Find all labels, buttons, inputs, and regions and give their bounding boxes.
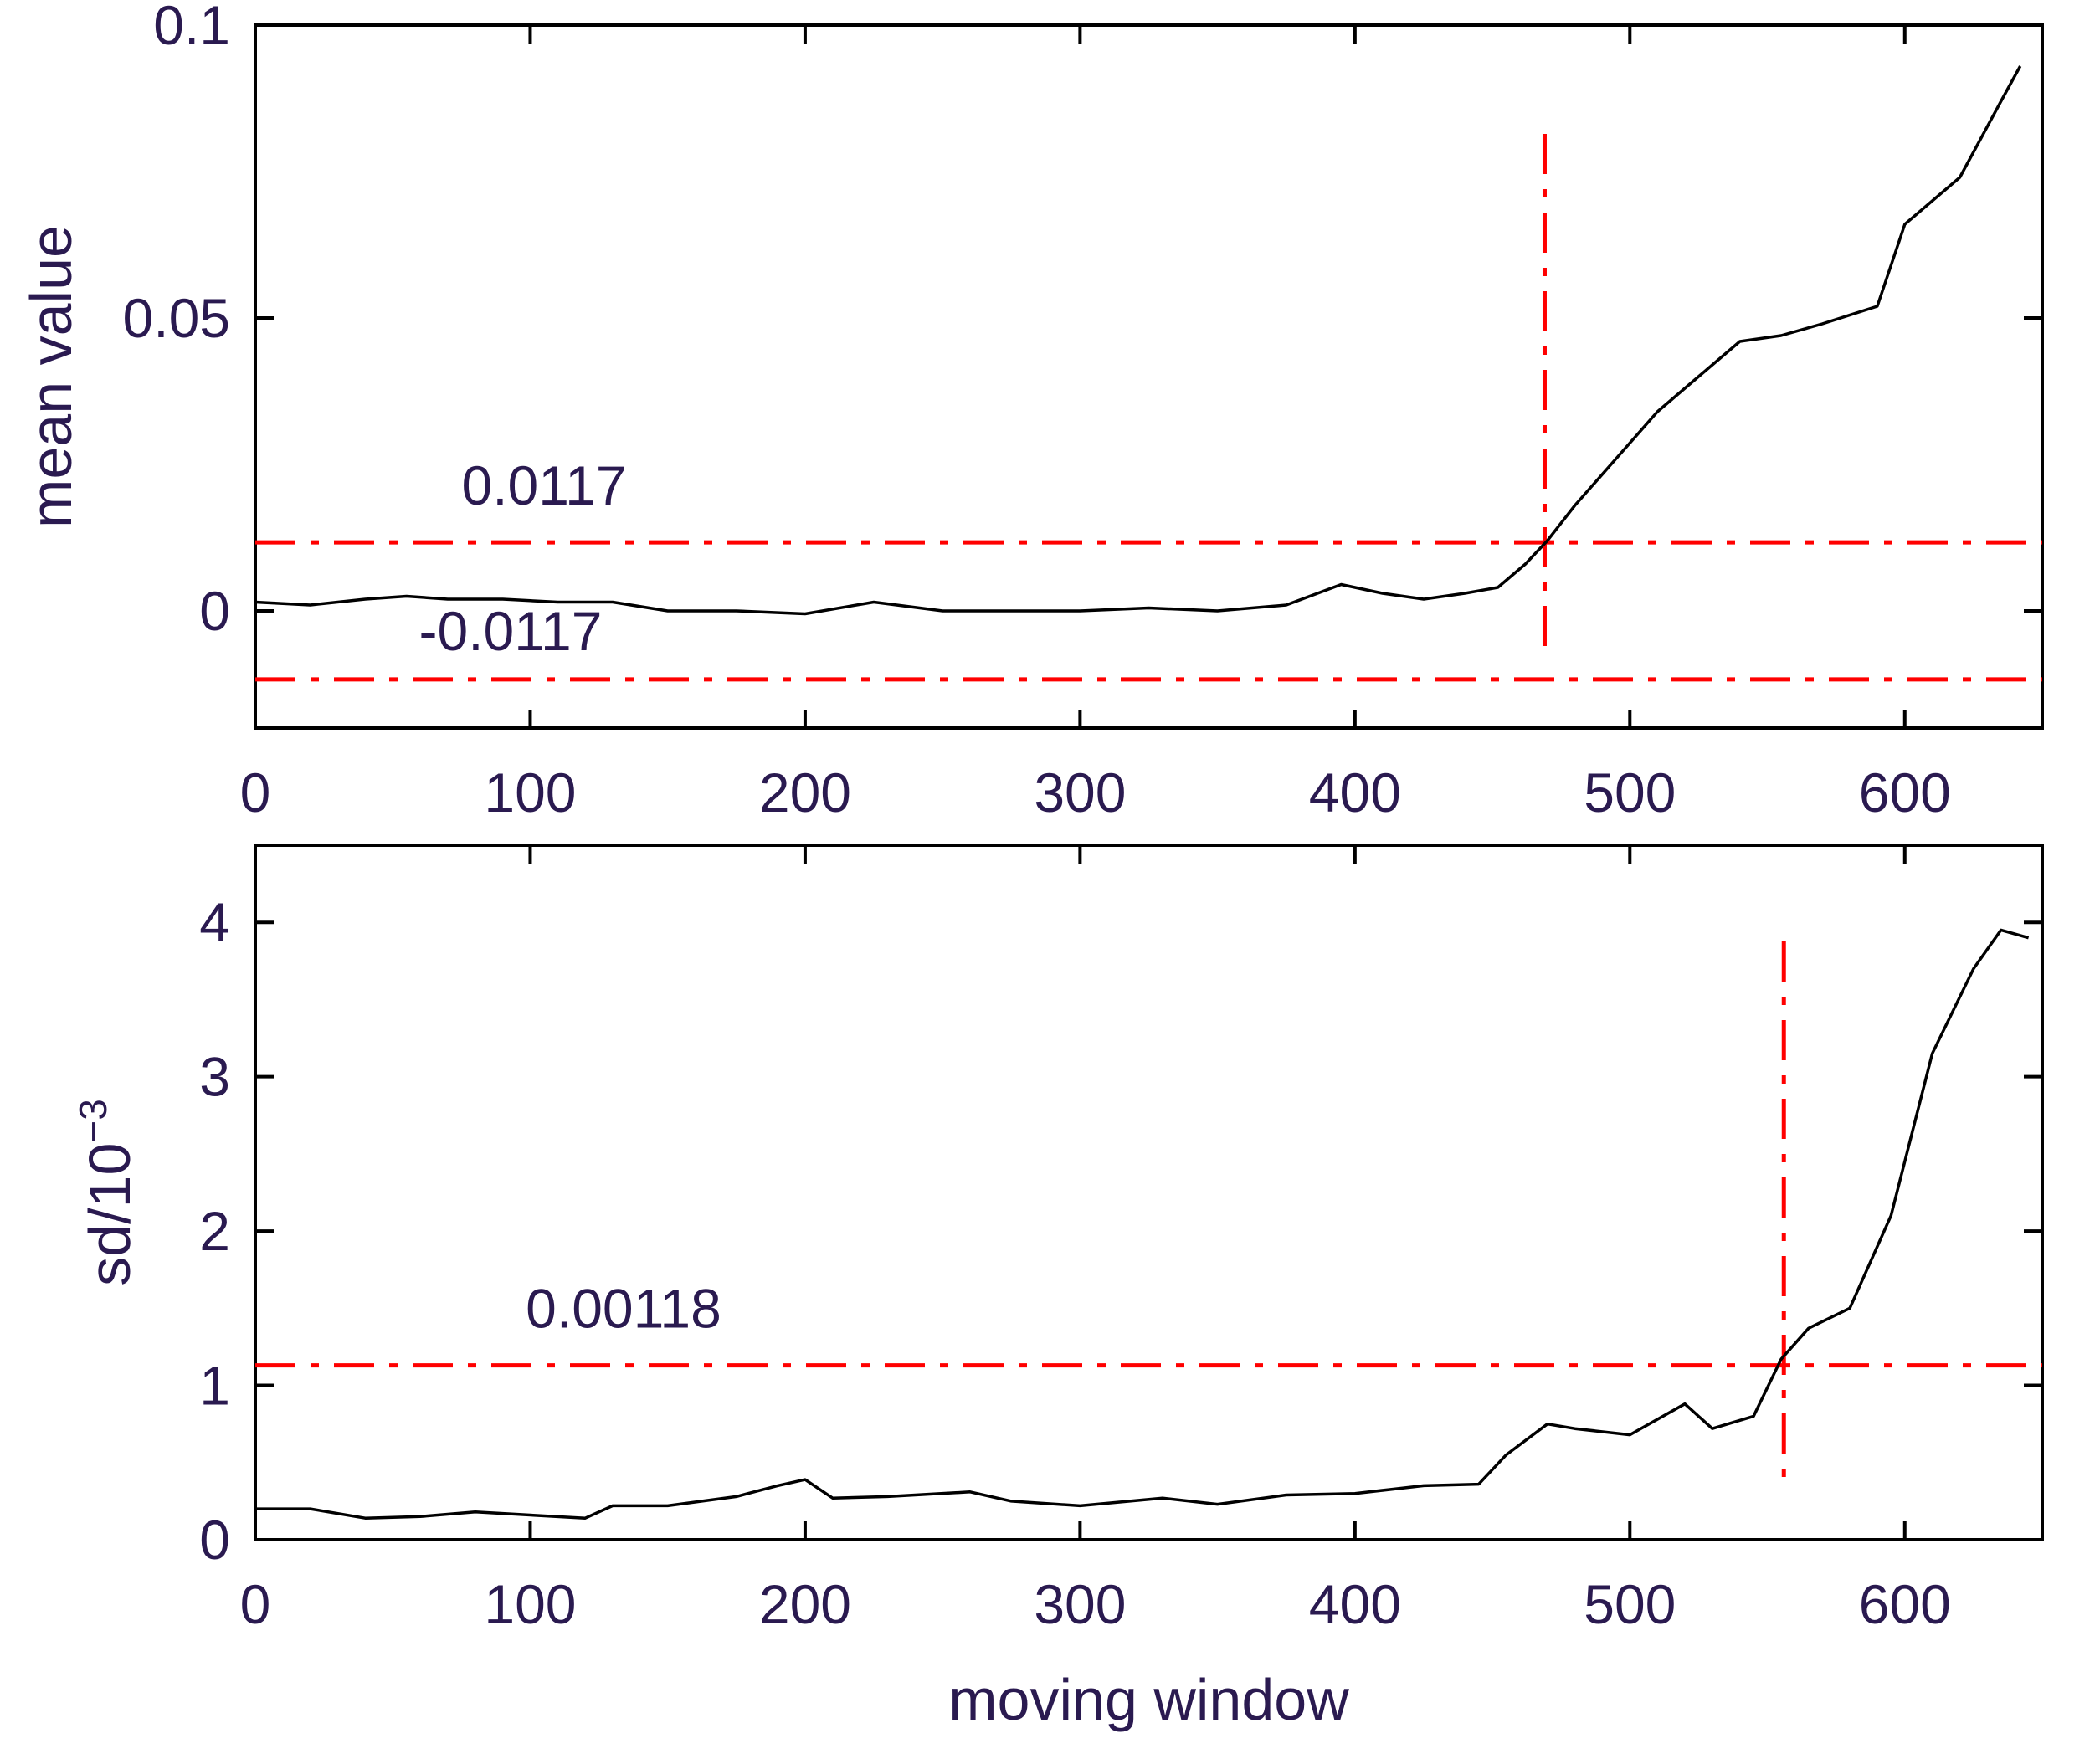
x-tick-label: 400 xyxy=(1309,761,1401,823)
y-tick-label: 3 xyxy=(199,1046,230,1108)
x-tick-label: 300 xyxy=(1034,1573,1126,1635)
x-tick-label: 100 xyxy=(484,761,576,823)
y-tick-label: 0 xyxy=(199,580,230,642)
y-axis-title-text: sd/10 xyxy=(77,1143,142,1286)
threshold-label: -0.0117 xyxy=(419,600,603,662)
x-tick-label: 300 xyxy=(1034,761,1126,823)
series-line xyxy=(255,928,2030,1520)
y-tick-label: 2 xyxy=(199,1200,230,1262)
x-tick-label: 400 xyxy=(1309,1573,1401,1635)
y-axis-title-sup: −3 xyxy=(71,1099,115,1142)
x-tick-label: 0 xyxy=(240,761,271,823)
threshold-label: 0.0117 xyxy=(462,454,627,516)
x-tick-label: 0 xyxy=(240,1573,271,1635)
y-axis-title: mean value xyxy=(18,225,84,528)
y-axis-title: sd/10−3 xyxy=(71,1099,142,1286)
x-tick-label: 100 xyxy=(484,1573,576,1635)
y-tick-label: 0.05 xyxy=(123,287,230,349)
x-tick-label: 600 xyxy=(1859,761,1951,823)
y-tick-label: 4 xyxy=(199,891,230,953)
x-tick-label: 200 xyxy=(759,1573,851,1635)
y-tick-label: 0.1 xyxy=(153,0,230,56)
mean-value-panel: 0 100 200 300 400 500 600 0 0.05 0.1 0.0117 -0.0117… xyxy=(18,0,2044,823)
x-tick-label: 600 xyxy=(1859,1573,1951,1635)
threshold-label: 0.00118 xyxy=(526,1278,721,1340)
y-tick-label: 1 xyxy=(199,1355,230,1417)
series-line xyxy=(254,65,2022,616)
y-tick-label: 0 xyxy=(199,1509,230,1571)
plot-frame xyxy=(254,844,2044,1541)
x-tick-label: 200 xyxy=(759,761,851,823)
sd-panel: 0 100 200 300 400 500 600 0 1 2 3 4 0.00118 sd/10−3 mo… xyxy=(71,844,2044,1732)
plot-frame xyxy=(254,23,2044,730)
x-axis-title: moving window xyxy=(948,1667,1349,1732)
y-axis-title-text: mean value xyxy=(18,225,84,528)
x-tick-label: 500 xyxy=(1584,761,1676,823)
x-tick-label: 500 xyxy=(1584,1573,1676,1635)
